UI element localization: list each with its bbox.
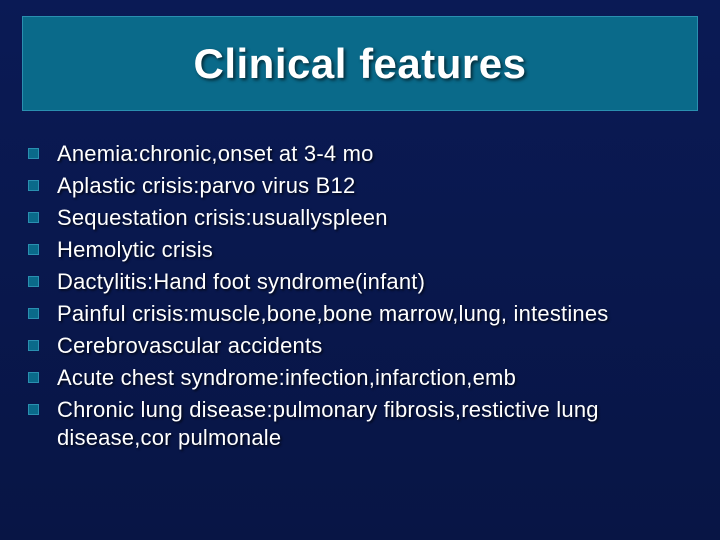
item-text: Aplastic crisis:parvo virus B12	[57, 172, 355, 200]
list-item: Aplastic crisis:parvo virus B12	[28, 172, 692, 200]
square-bullet-icon	[28, 372, 39, 383]
square-bullet-icon	[28, 404, 39, 415]
item-text: Anemia:chronic,onset at 3-4 mo	[57, 140, 374, 168]
item-text: Acute chest syndrome:infection,infarctio…	[57, 364, 516, 392]
item-text: Chronic lung disease:pulmonary fibrosis,…	[57, 396, 692, 452]
item-text: Cerebrovascular accidents	[57, 332, 322, 360]
square-bullet-icon	[28, 148, 39, 159]
square-bullet-icon	[28, 180, 39, 191]
list-item: Anemia:chronic,onset at 3-4 mo	[28, 140, 692, 168]
list-item: Hemolytic crisis	[28, 236, 692, 264]
square-bullet-icon	[28, 244, 39, 255]
square-bullet-icon	[28, 340, 39, 351]
square-bullet-icon	[28, 276, 39, 287]
list-item: Acute chest syndrome:infection,infarctio…	[28, 364, 692, 392]
square-bullet-icon	[28, 308, 39, 319]
bullet-list: Anemia:chronic,onset at 3-4 mo Aplastic …	[28, 140, 692, 456]
title-box: Clinical features	[22, 16, 698, 111]
list-item: Sequestation crisis:usuallyspleen	[28, 204, 692, 232]
item-text: Hemolytic crisis	[57, 236, 213, 264]
list-item: Painful crisis:muscle,bone,bone marrow,l…	[28, 300, 692, 328]
list-item: Cerebrovascular accidents	[28, 332, 692, 360]
list-item: Dactylitis:Hand foot syndrome(infant)	[28, 268, 692, 296]
list-item: Chronic lung disease:pulmonary fibrosis,…	[28, 396, 692, 452]
item-text: Painful crisis:muscle,bone,bone marrow,l…	[57, 300, 609, 328]
square-bullet-icon	[28, 212, 39, 223]
slide-title: Clinical features	[194, 40, 527, 88]
item-text: Sequestation crisis:usuallyspleen	[57, 204, 388, 232]
item-text: Dactylitis:Hand foot syndrome(infant)	[57, 268, 425, 296]
